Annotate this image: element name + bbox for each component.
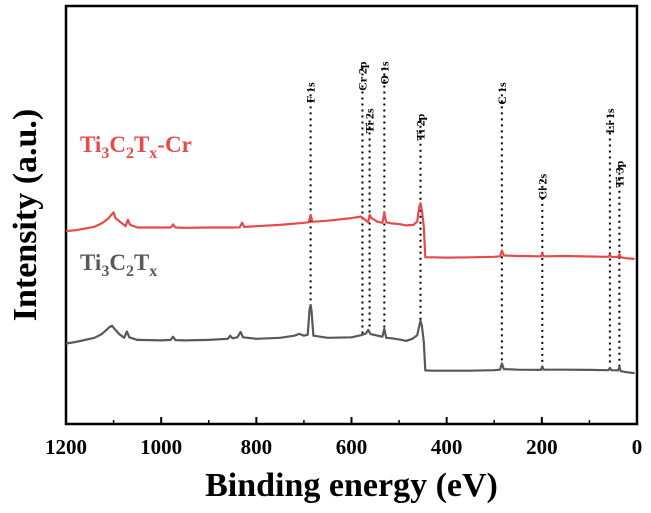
y-axis-label: Intensity (a.u.): [7, 109, 44, 322]
series-label-part: C: [109, 132, 126, 157]
series-label-part: 3: [101, 145, 109, 162]
peak-label-o-1s: O 1s: [377, 61, 391, 84]
peak-label-ti-2p: Ti 2p: [413, 113, 427, 140]
series-line-ti3c2tx-cr: [65, 202, 635, 260]
series-label-part: Ti: [80, 250, 102, 275]
series-label-part: 3: [101, 263, 109, 280]
peak-label-ti-3p: Ti 3p: [612, 160, 626, 187]
x-tick-label: 200: [526, 435, 558, 459]
series-layer: [65, 202, 635, 375]
series-label-part: Ti: [80, 132, 102, 157]
peak-label-c-1s: C 1s: [495, 82, 509, 105]
series-label-ti3c2tx: Ti3C2Tx: [80, 250, 157, 280]
x-tick-label: 1000: [140, 435, 182, 459]
peak-label-cl-2s: Cl 2s: [535, 173, 549, 199]
x-tick-label: 1200: [45, 435, 87, 459]
series-label-part: -Cr: [157, 132, 191, 157]
series-label-part: x: [149, 263, 157, 280]
x-axis-label: Binding energy (eV): [205, 467, 498, 504]
peak-label-li-1s: Li 1s: [603, 108, 617, 133]
plot-frame: [64, 4, 639, 426]
series-label-part: T: [134, 250, 149, 275]
x-tick-label: 800: [241, 435, 273, 459]
x-axis: 1200 1000 800 600 400 200 0: [45, 417, 642, 459]
x-tick-label: 600: [336, 435, 368, 459]
peak-label-cr-2p: Cr 2p: [355, 61, 369, 91]
peak-label-ti-2s: Ti 2s: [363, 108, 377, 133]
x-tick-label: 0: [632, 435, 643, 459]
series-label-part: C: [109, 250, 126, 275]
peak-label-f-1s: F 1s: [304, 82, 318, 103]
series-label-part: x: [149, 145, 157, 162]
series-label-part: 2: [126, 145, 134, 162]
series-label-part: 2: [126, 263, 134, 280]
x-tick-label: 400: [431, 435, 463, 459]
series-label-part: T: [134, 132, 149, 157]
peak-annotations: F 1s Cr 2p Ti 2s O 1s Ti 2p C 1s Cl 2s Li 1s Ti …: [304, 61, 626, 367]
series-line-ti3c2tx: [65, 304, 635, 375]
series-label-ti3c2tx-cr: Ti3C2Tx-Cr: [80, 132, 192, 162]
